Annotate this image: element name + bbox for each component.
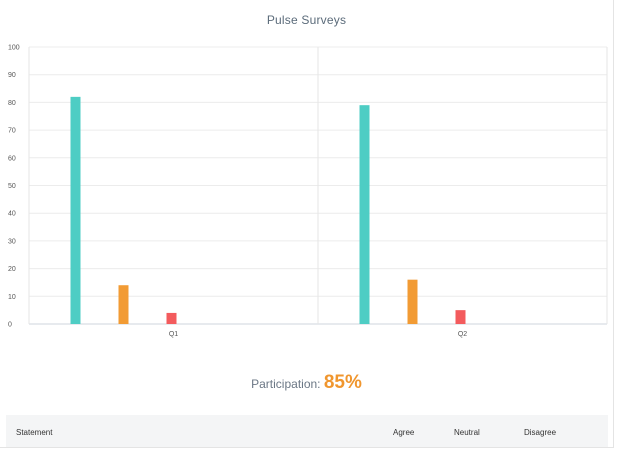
y-tick-label-100: 100 (8, 45, 20, 52)
participation-summary: Participation: 85% (0, 372, 613, 394)
bar-q1-series-3 (166, 312, 177, 324)
column-header-neutral[interactable]: Neutral (454, 428, 480, 437)
bar-q2-series-1 (359, 105, 370, 324)
y-tick-label-30: 30 (8, 238, 16, 245)
y-tick-label-40: 40 (8, 211, 16, 218)
participation-value: 85% (323, 372, 362, 393)
bar-q1-series-2 (118, 285, 129, 324)
x-tick-label-q2: Q2 (458, 331, 467, 338)
y-tick-label-0: 0 (8, 322, 12, 329)
y-tick-label-80: 80 (8, 100, 16, 107)
chart-title: Pulse Surveys (266, 13, 347, 27)
y-tick-label-60: 60 (8, 155, 16, 162)
bar-q2-series-2 (407, 279, 418, 324)
y-tick-label-50: 50 (8, 183, 16, 190)
column-header-statement[interactable]: Statement (16, 428, 53, 437)
table-header: Statement Agree Neutral Disagree (6, 415, 608, 447)
y-tick-label-10: 10 (8, 294, 16, 301)
participation-label: Participation: (251, 377, 321, 391)
x-tick-label-q1: Q1 (169, 331, 178, 338)
column-header-agree[interactable]: Agree (393, 428, 415, 437)
y-tick-label-70: 70 (8, 128, 16, 135)
y-tick-label-90: 90 (8, 72, 16, 79)
bar-chart: 0 10 20 30 40 50 60 70 80 90 100 Q1 Q2 (8, 45, 608, 338)
y-tick-label-20: 20 (8, 266, 16, 273)
column-header-disagree[interactable]: Disagree (524, 428, 557, 437)
bar-q1-series-1 (70, 96, 81, 324)
bar-q2-series-3 (455, 310, 466, 324)
